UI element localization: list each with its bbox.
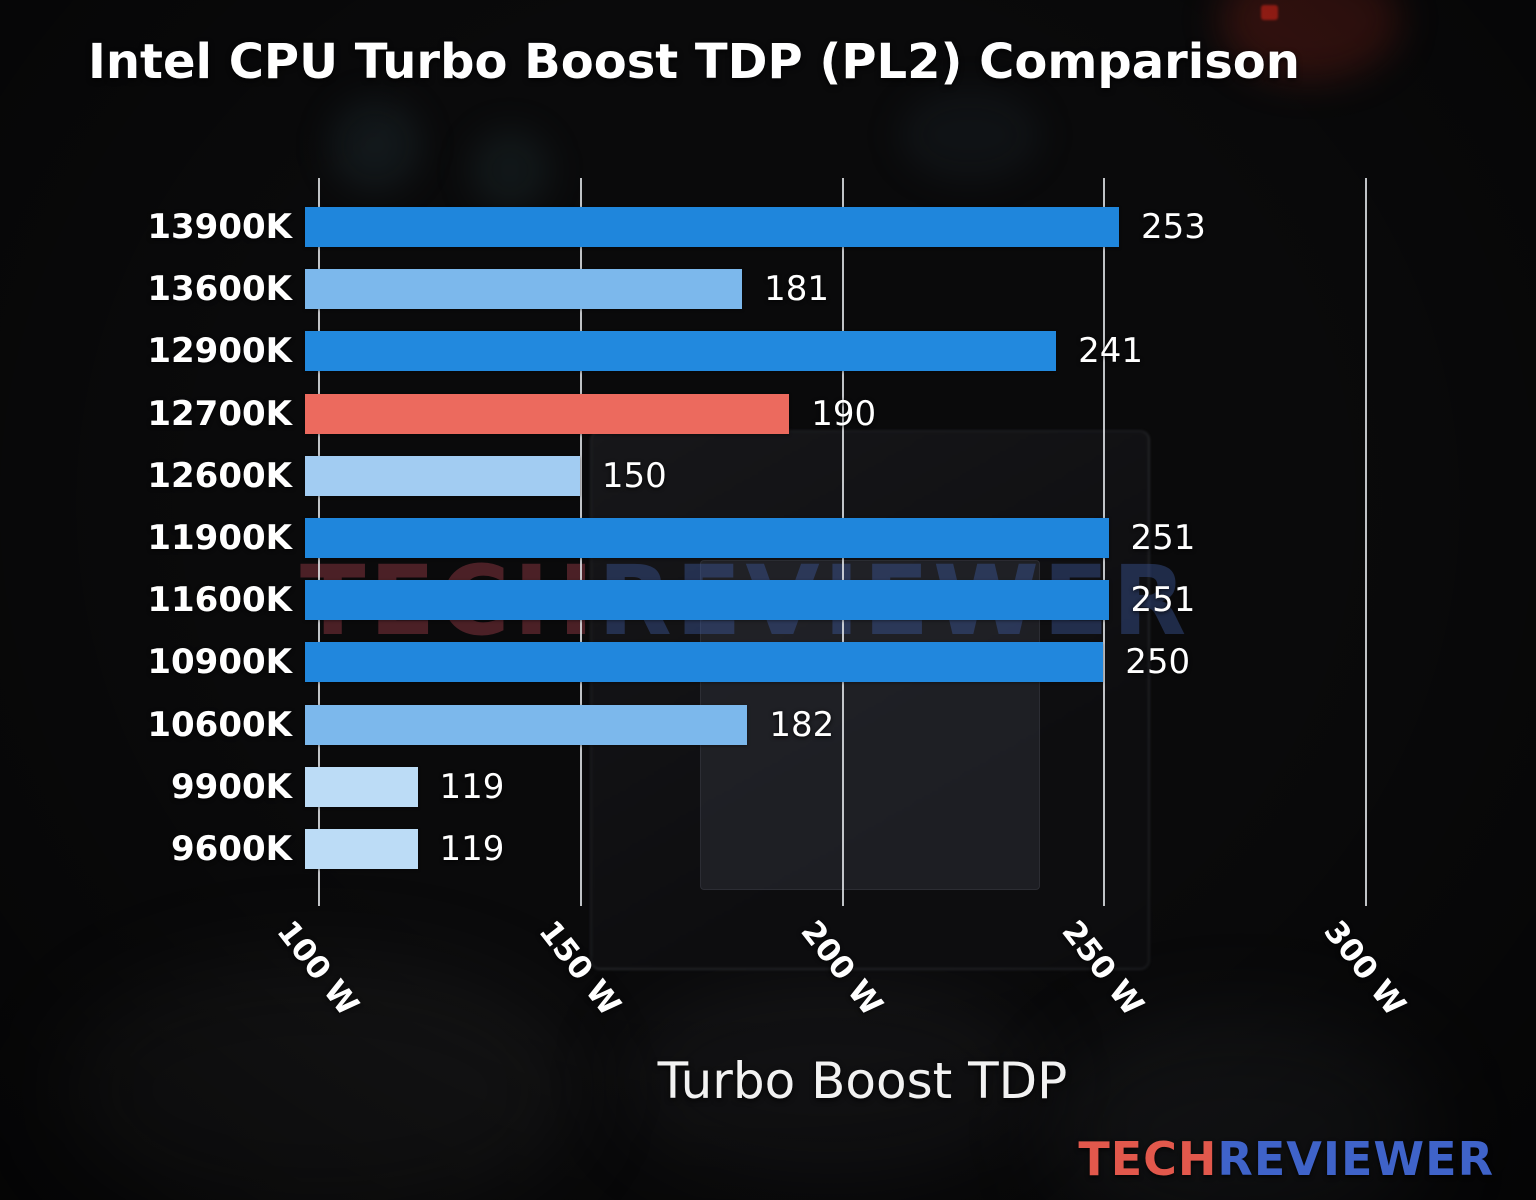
value-label-13900k: 253	[1141, 207, 1206, 247]
value-label-12700k: 190	[811, 393, 877, 434]
y-axis-label-9600k: 9600K	[171, 829, 292, 869]
y-axis-label-12900k: 12900K	[147, 331, 292, 372]
value-label-12900k: 241	[1078, 331, 1144, 372]
techreviewer-logo: TECHREVIEWER	[1078, 1132, 1494, 1186]
bar-10600k	[305, 704, 748, 745]
y-axis-label-11600k: 11600K	[147, 580, 292, 621]
bar-9900k	[305, 766, 418, 807]
value-label-13600k: 181	[764, 269, 829, 310]
y-axis-label-10900k: 10900K	[147, 642, 292, 683]
gridline-300-w	[1365, 178, 1368, 906]
bar-9600k	[305, 829, 418, 869]
y-axis-label-11900k: 11900K	[147, 518, 292, 558]
y-axis-label-10600k: 10600K	[147, 704, 292, 745]
logo-reviewer: REVIEWER	[1217, 1132, 1494, 1186]
bar-13900k	[305, 207, 1119, 247]
value-label-10900k: 250	[1125, 642, 1191, 683]
bar-11600k	[305, 580, 1109, 621]
y-axis-label-12600k: 12600K	[147, 455, 292, 496]
logo-tech: TECH	[1078, 1132, 1218, 1186]
value-label-11900k: 251	[1130, 518, 1196, 558]
bar-11900k	[305, 518, 1109, 558]
value-label-9600k: 119	[439, 829, 505, 869]
bar-12600k	[305, 455, 580, 496]
plot-area: 253 181 241 190 150 251 251 250 182 119 119	[305, 178, 1420, 906]
chart-title: Intel CPU Turbo Boost TDP (PL2) Comparis…	[88, 34, 1300, 90]
y-axis-label-13900k: 13900K	[147, 207, 292, 247]
bar-13600k	[305, 269, 743, 310]
value-label-11600k: 251	[1130, 580, 1196, 621]
value-label-10600k: 182	[769, 704, 835, 745]
bar-12900k	[305, 331, 1057, 372]
y-axis-label-12700k: 12700K	[147, 393, 292, 434]
bar-10900k	[305, 642, 1104, 683]
y-axis-label-13600k: 13600K	[147, 269, 292, 310]
y-axis-label-9900k: 9900K	[171, 766, 292, 807]
x-axis-title: Turbo Boost TDP	[657, 1052, 1068, 1110]
value-label-9900k: 119	[439, 766, 505, 807]
value-label-12600k: 150	[601, 455, 667, 496]
bar-12700k	[305, 393, 790, 434]
